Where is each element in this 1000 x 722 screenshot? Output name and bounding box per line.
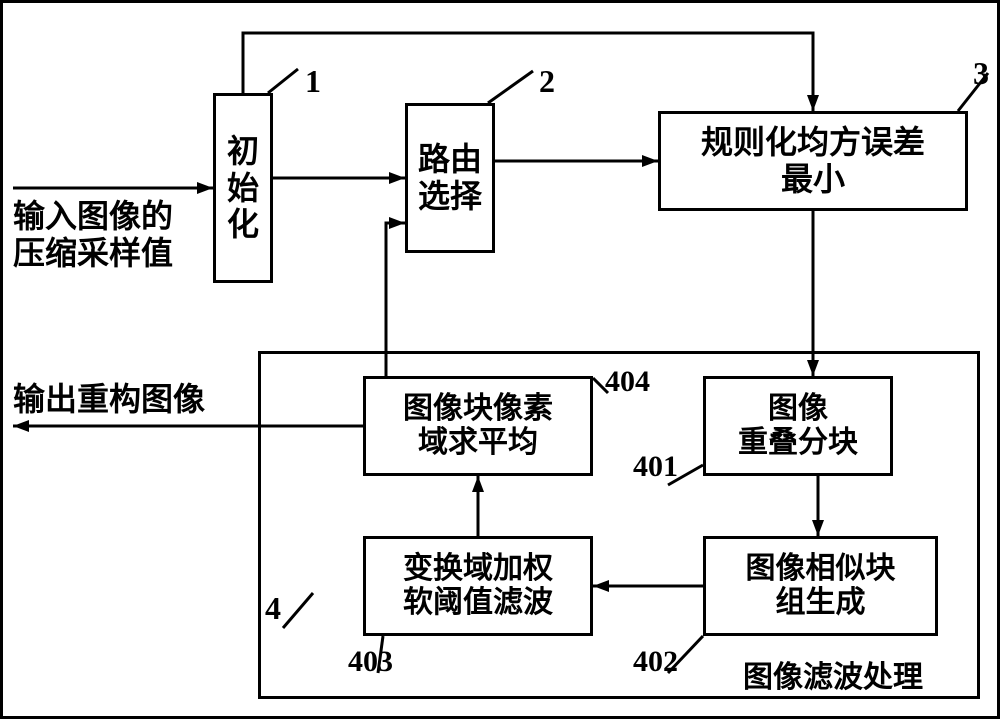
node-init: 初 始 化	[213, 93, 273, 283]
node-route-label: 路由 选择	[418, 141, 482, 215]
node-mse: 规则化均方误差 最小	[658, 111, 968, 211]
node-401: 图像 重叠分块	[703, 376, 893, 476]
num-404: 404	[605, 365, 650, 400]
label-input: 输入图像的 压缩采样值	[13, 198, 173, 272]
node-mse-label: 规则化均方误差 最小	[701, 124, 925, 198]
num-401: 401	[633, 450, 678, 485]
num-2: 2	[539, 63, 555, 100]
label-filter: 图像滤波处理	[743, 661, 923, 696]
diagram-canvas: 初 始 化 路由 选择 规则化均方误差 最小 图像 重叠分块 图像相似块 组生成…	[0, 0, 1000, 719]
node-404-label: 图像块像素 域求平均	[403, 392, 553, 461]
node-402: 图像相似块 组生成	[703, 536, 938, 636]
label-output: 输出重构图像	[13, 381, 205, 418]
node-401-label: 图像 重叠分块	[738, 392, 858, 461]
num-402: 402	[633, 645, 678, 680]
node-403-label: 变换域加权 软阈值滤波	[403, 552, 553, 621]
num-403: 403	[348, 645, 393, 680]
num-4: 4	[265, 590, 281, 627]
node-init-label: 初 始 化	[227, 133, 259, 243]
node-403: 变换域加权 软阈值滤波	[363, 536, 593, 636]
node-route: 路由 选择	[405, 103, 495, 253]
num-1: 1	[305, 63, 321, 100]
node-402-label: 图像相似块 组生成	[746, 552, 896, 621]
node-404: 图像块像素 域求平均	[363, 376, 593, 476]
num-3: 3	[973, 55, 989, 92]
